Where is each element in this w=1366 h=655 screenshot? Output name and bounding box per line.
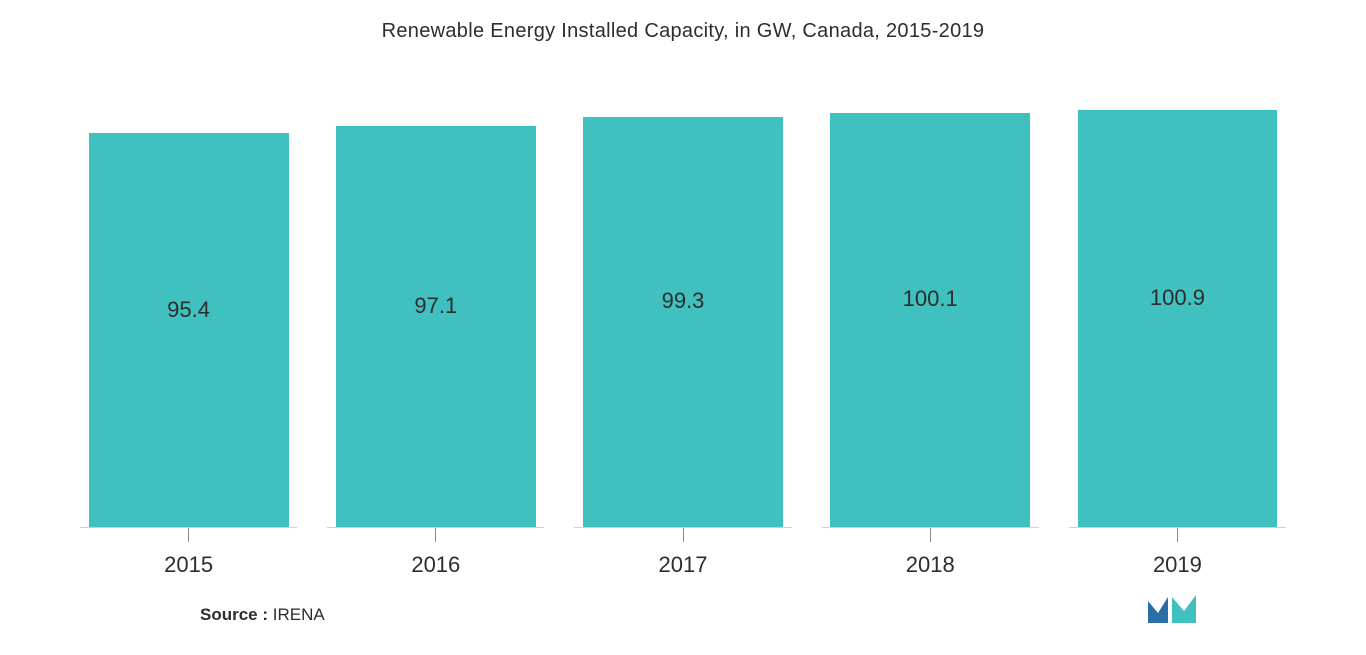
bar-group: 100.1 2018: [822, 93, 1039, 578]
axis-tick: [1177, 528, 1178, 542]
bar-2019: 100.9: [1078, 110, 1278, 527]
axis-tick: [930, 528, 931, 542]
bar-group: 100.9 2019: [1069, 93, 1286, 578]
axis-tick: [435, 528, 436, 542]
bar-wrapper: 99.3: [574, 93, 791, 528]
source-citation: Source : IRENA: [200, 605, 325, 625]
chart-container: Renewable Energy Installed Capacity, in …: [0, 0, 1366, 655]
axis-tick: [188, 528, 189, 542]
plot-area: 95.4 2015 97.1 2016 99.3 2017: [60, 93, 1306, 578]
source-label: Source :: [200, 605, 268, 624]
bar-wrapper: 97.1: [327, 93, 544, 528]
bar-wrapper: 100.9: [1069, 93, 1286, 528]
axis-tick: [683, 528, 684, 542]
bar-2017: 99.3: [583, 117, 783, 527]
bar-value-label: 99.3: [662, 288, 705, 314]
bar-wrapper: 95.4: [80, 93, 297, 528]
bar-wrapper: 100.1: [822, 93, 1039, 528]
chart-footer: Source : IRENA: [60, 578, 1306, 625]
chart-title: Renewable Energy Installed Capacity, in …: [60, 20, 1306, 43]
bar-value-label: 100.1: [903, 286, 958, 312]
bar-group: 95.4 2015: [80, 93, 297, 578]
category-label: 2015: [164, 552, 213, 578]
category-label: 2017: [659, 552, 708, 578]
bar-group: 99.3 2017: [574, 93, 791, 578]
bar-group: 97.1 2016: [327, 93, 544, 578]
bar-2015: 95.4: [89, 133, 289, 527]
bar-value-label: 100.9: [1150, 285, 1205, 311]
category-label: 2019: [1153, 552, 1202, 578]
bar-2018: 100.1: [830, 113, 1030, 527]
category-label: 2018: [906, 552, 955, 578]
source-value: IRENA: [268, 605, 325, 624]
category-label: 2016: [411, 552, 460, 578]
bar-value-label: 97.1: [414, 293, 457, 319]
bar-2016: 97.1: [336, 126, 536, 527]
mordor-logo-icon: [1146, 593, 1286, 625]
bar-value-label: 95.4: [167, 297, 210, 323]
